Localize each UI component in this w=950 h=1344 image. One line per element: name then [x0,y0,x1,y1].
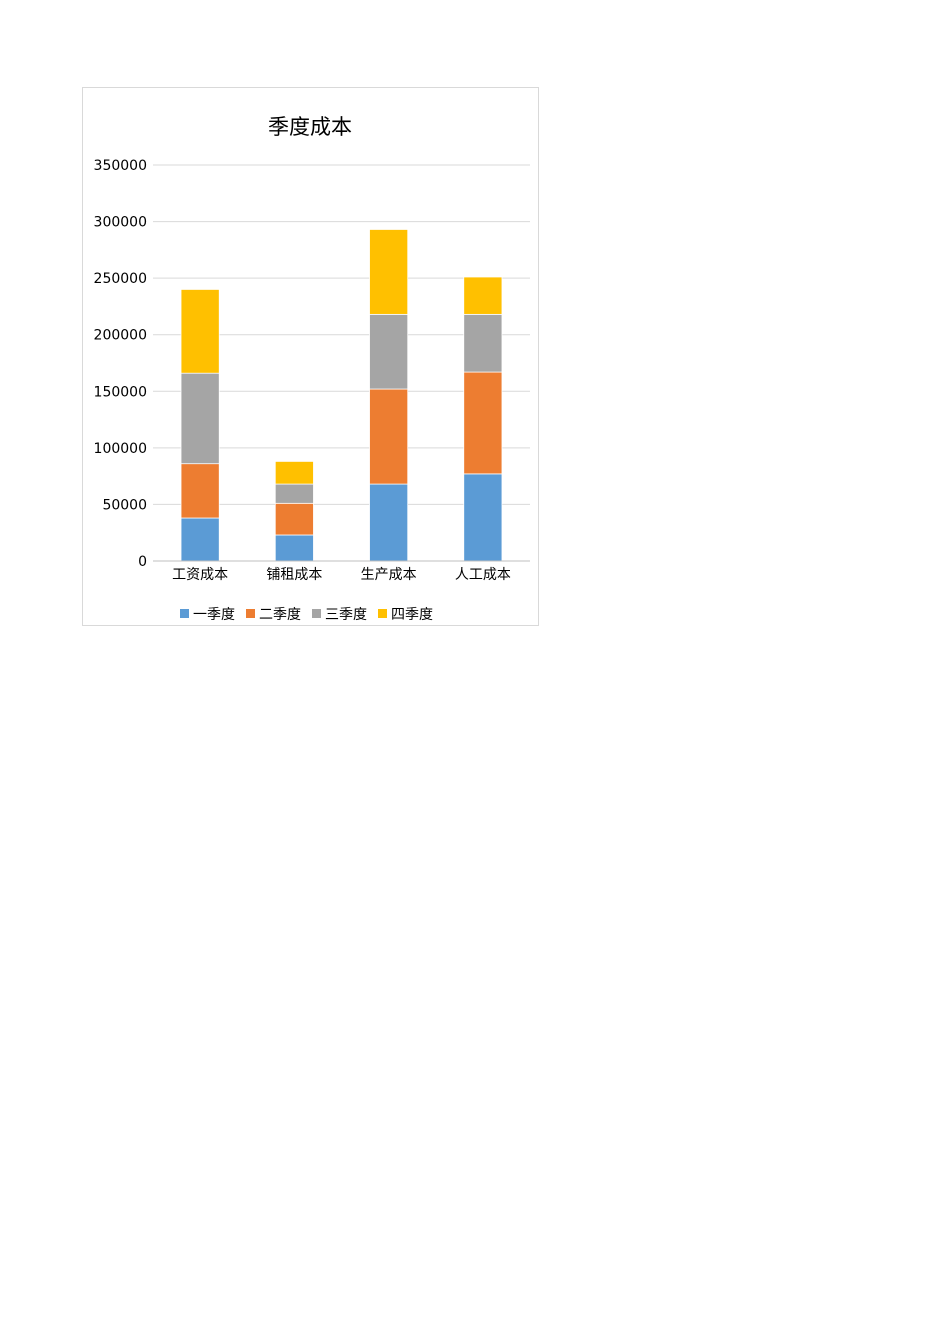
legend-label: 四季度 [391,607,433,623]
y-axis-tick-labels: 0 50000 100000 150000 200000 250000 300000 3500… [94,158,147,570]
y-tick-label: 200000 [94,328,147,344]
x-tick-label: 工资成本 [172,567,228,583]
y-tick-label: 0 [138,554,147,570]
legend-label: 三季度 [325,607,367,623]
bar-segment [369,388,409,485]
legend: 一季度 二季度 三季度 四季度 [180,607,433,623]
y-tick-label: 300000 [94,215,147,231]
bar-segment [180,463,220,519]
bar-segment [180,517,220,562]
bar-segment [463,276,503,315]
bar-segment [463,313,503,373]
x-tick-label: 人工成本 [455,567,511,583]
bar-segment [180,289,220,374]
legend-swatch [378,609,387,618]
bar-segment [274,483,314,504]
y-tick-label: 150000 [94,384,147,400]
bar-segment [274,502,314,536]
x-tick-label: 铺租成本 [266,567,322,583]
legend-swatch [246,609,255,618]
bar-segment [369,313,409,390]
y-tick-label: 100000 [94,441,147,457]
y-tick-label: 50000 [102,497,147,513]
bars [180,229,503,562]
legend-label: 一季度 [193,607,235,623]
bar-segment [463,371,503,475]
y-tick-label: 350000 [94,158,147,174]
x-tick-label: 生产成本 [361,567,417,583]
chart-title: 季度成本 [268,115,352,139]
bar-segment [369,229,409,315]
x-axis-tick-labels: 工资成本 铺租成本 生产成本 人工成本 [172,567,511,583]
bar-segment [463,473,503,562]
bar-segment [274,461,314,485]
legend-swatch [180,609,189,618]
y-tick-label: 250000 [94,271,147,287]
bar-segment [274,534,314,562]
bar-segment [180,372,220,465]
legend-label: 二季度 [259,607,301,623]
legend-swatch [312,609,321,618]
bar-segment [369,483,409,562]
